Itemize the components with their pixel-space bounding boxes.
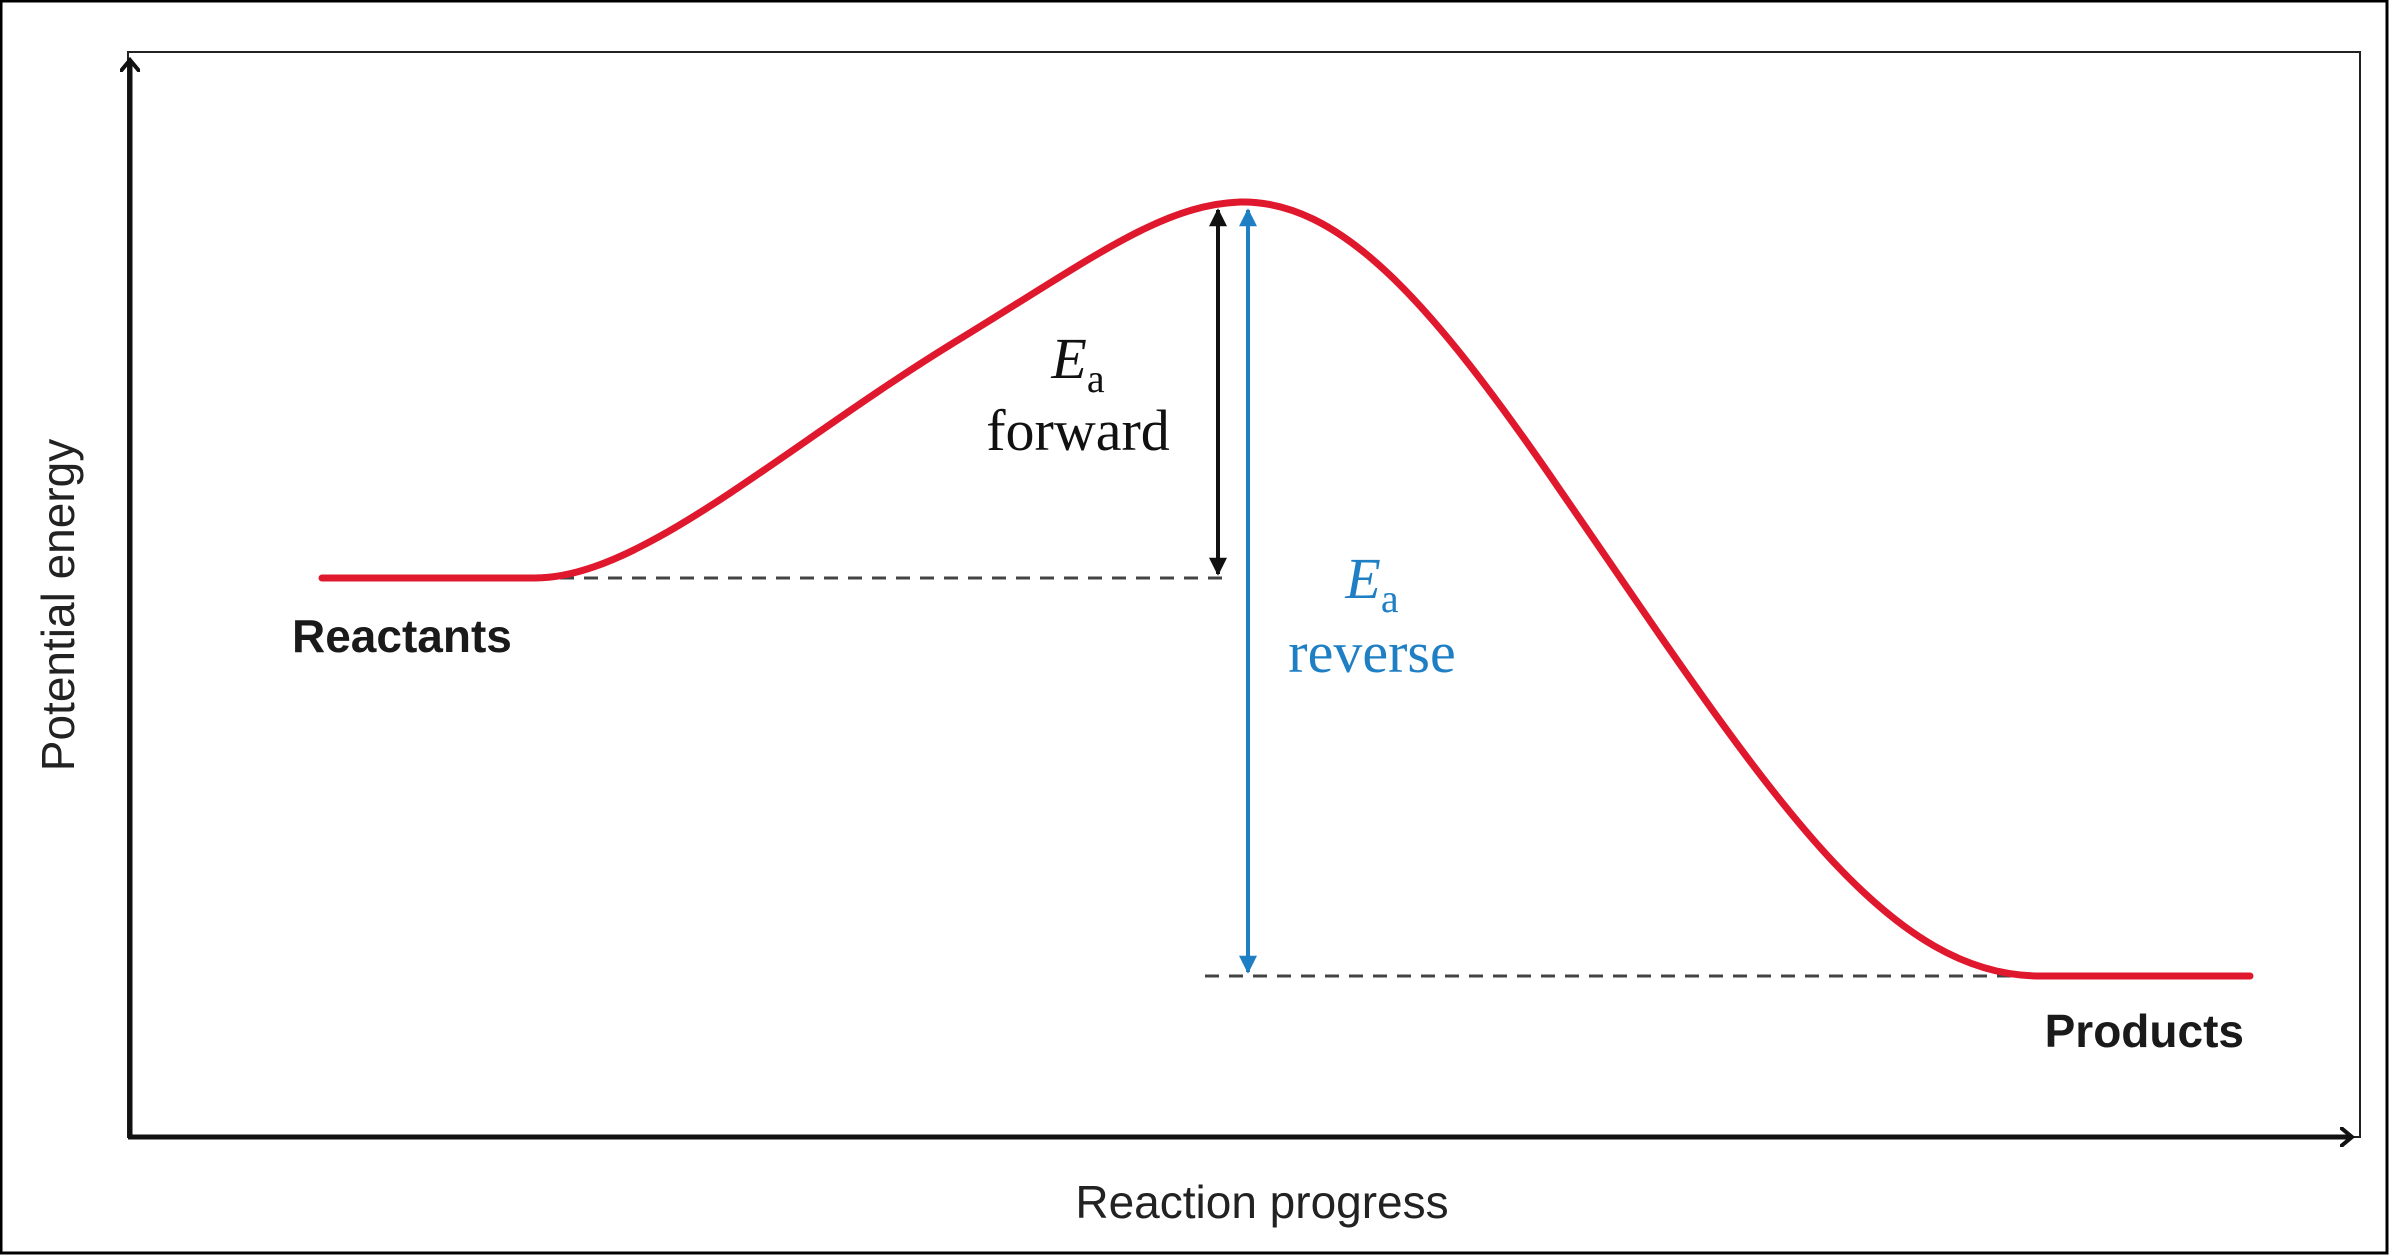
energy-curve xyxy=(318,198,2254,980)
ea-forward-word: forward xyxy=(986,398,1170,463)
ea-reverse-subscript: a xyxy=(1381,576,1399,621)
ea-reverse-word: reverse xyxy=(1288,620,1455,685)
reactants-label: Reactants xyxy=(292,610,512,662)
x-axis-label: Reaction progress xyxy=(1075,1176,1448,1228)
ea-forward-subscript: a xyxy=(1087,356,1105,401)
ea-forward-symbol: Ea xyxy=(1050,326,1104,401)
ea-reverse-symbol: Ea xyxy=(1344,546,1398,621)
y-axis-label: Potential energy xyxy=(32,439,84,771)
products-label: Products xyxy=(2045,1005,2244,1057)
